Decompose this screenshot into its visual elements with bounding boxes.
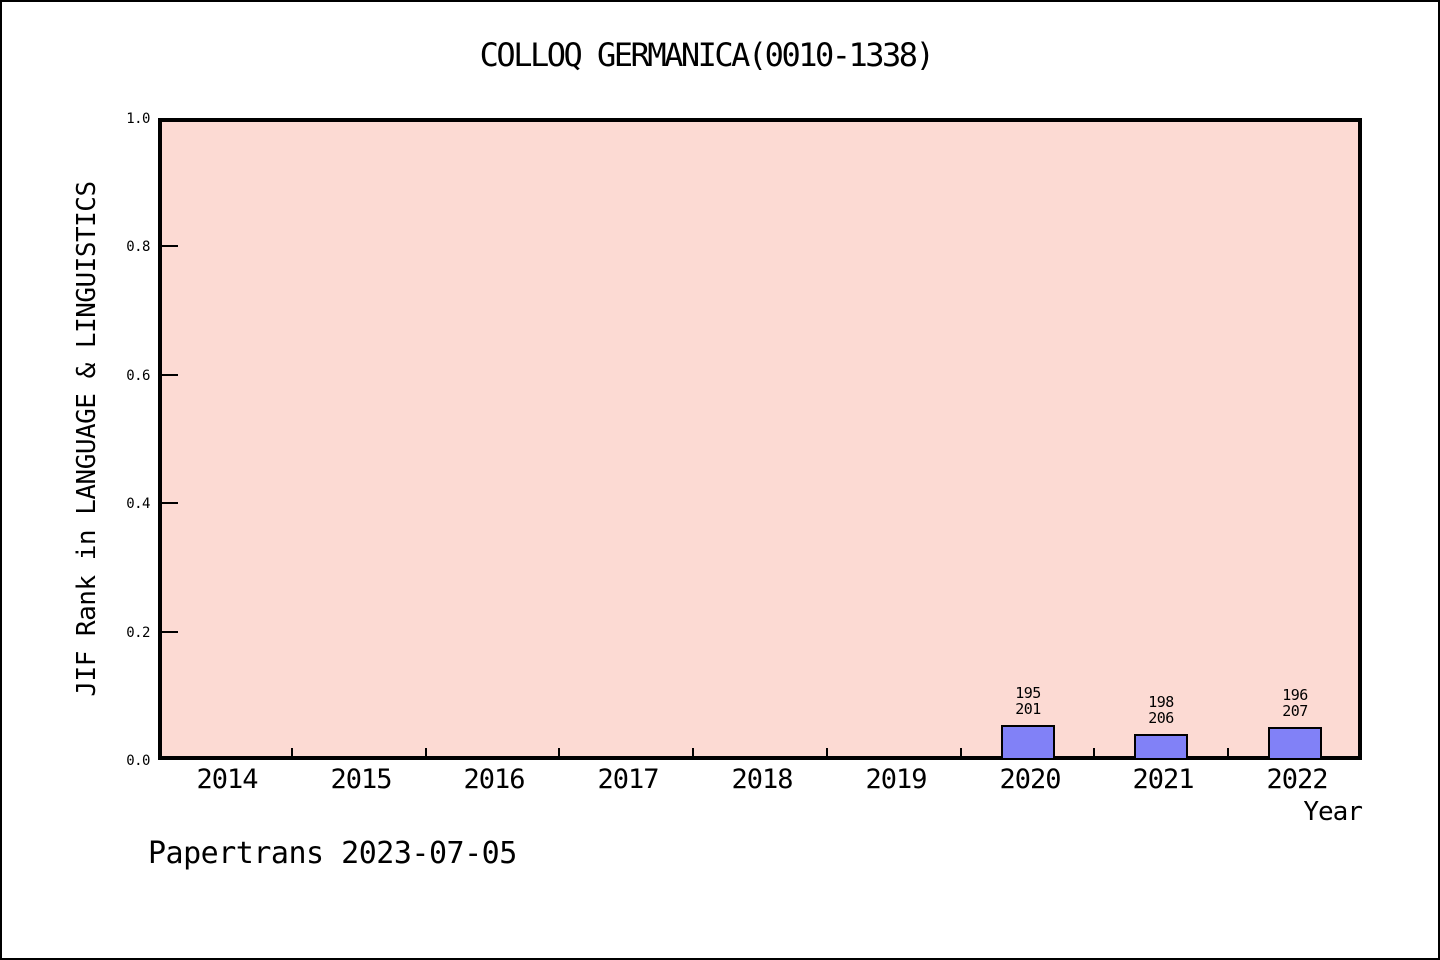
bar-label-2022: 196 207 <box>1282 686 1308 720</box>
x-tick-label-2021: 2021 <box>1132 764 1194 795</box>
x-tick-label-2019: 2019 <box>865 764 927 795</box>
x-tick-mark <box>826 748 828 756</box>
y-axis-title: JIF Rank in LANGUAGE & LINGUISTICS <box>72 181 102 697</box>
x-tick-mark <box>692 748 694 756</box>
bar-2020 <box>1001 725 1055 760</box>
y-tick-label: 0.2 <box>126 625 150 641</box>
bar-label-2021: 198 206 <box>1148 693 1174 727</box>
x-tick-label-2017: 2017 <box>597 764 659 795</box>
x-tick-mark <box>1093 748 1095 756</box>
x-tick-label-2015: 2015 <box>330 764 392 795</box>
y-tick-label: 0.6 <box>126 368 150 384</box>
x-tick-label-2016: 2016 <box>463 764 525 795</box>
x-tick-label-2020: 2020 <box>999 764 1061 795</box>
y-tick-mark <box>162 374 178 376</box>
y-tick-label: 1.0 <box>126 111 150 127</box>
y-tick-mark <box>162 631 178 633</box>
x-tick-label-2018: 2018 <box>731 764 793 795</box>
y-tick-mark <box>162 245 178 247</box>
y-tick-label: 0.8 <box>126 239 150 255</box>
y-tick-label: 0.4 <box>126 496 150 512</box>
y-tick-label: 0.0 <box>126 753 150 769</box>
x-axis-title: Year <box>1303 797 1363 827</box>
plot-area: 195 201 198 206 196 207 <box>158 118 1362 760</box>
bar-label-2020: 195 201 <box>1015 684 1041 718</box>
x-tick-mark <box>960 748 962 756</box>
chart-title: COLLOQ GERMANICA(0010-1338) <box>479 36 935 74</box>
x-tick-label-2022: 2022 <box>1266 764 1328 795</box>
x-tick-mark <box>1227 748 1229 756</box>
bar-2021 <box>1134 734 1188 760</box>
bar-2022 <box>1268 727 1322 760</box>
x-tick-label-2014: 2014 <box>196 764 258 795</box>
x-tick-mark <box>425 748 427 756</box>
x-tick-mark <box>291 748 293 756</box>
footer-watermark: Papertrans 2023-07-05 <box>148 836 517 871</box>
x-tick-mark <box>558 748 560 756</box>
y-tick-mark <box>162 502 178 504</box>
